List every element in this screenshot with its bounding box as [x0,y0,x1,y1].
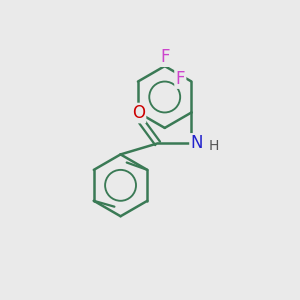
Text: N: N [190,134,203,152]
Text: H: H [208,139,219,153]
Text: O: O [132,104,145,122]
Text: F: F [176,70,185,88]
Text: F: F [160,48,169,66]
